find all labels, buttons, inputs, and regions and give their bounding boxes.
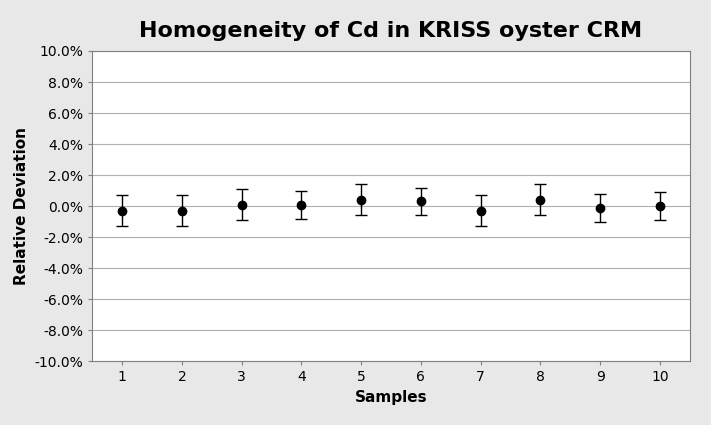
X-axis label: Samples: Samples: [355, 390, 427, 405]
Y-axis label: Relative Deviation: Relative Deviation: [14, 127, 29, 285]
Title: Homogeneity of Cd in KRISS oyster CRM: Homogeneity of Cd in KRISS oyster CRM: [139, 21, 643, 41]
